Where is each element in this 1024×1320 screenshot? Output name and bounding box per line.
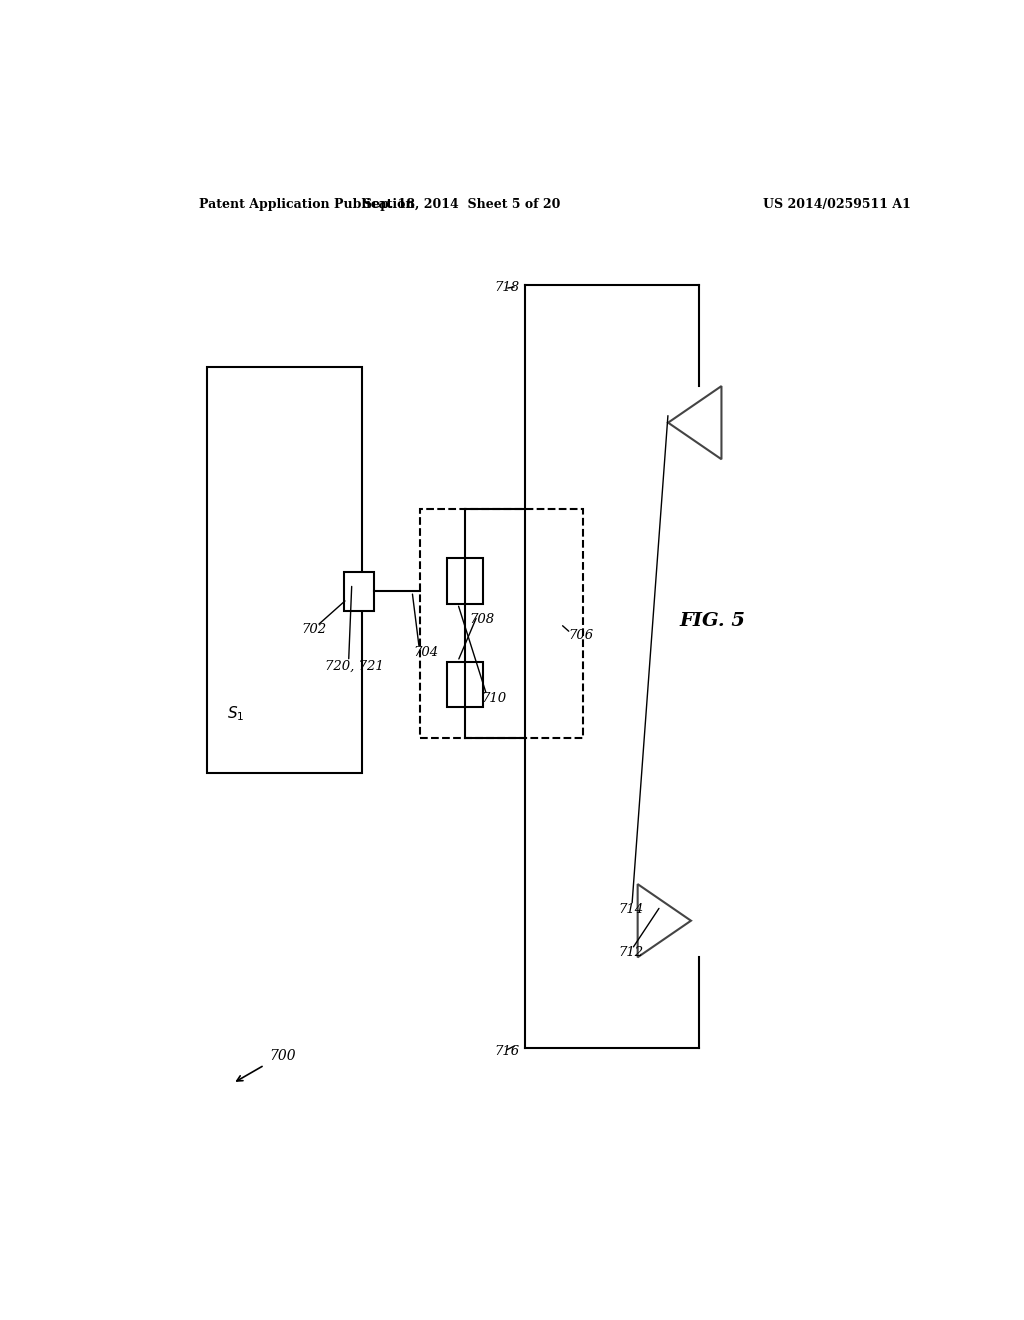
Text: US 2014/0259511 A1: US 2014/0259511 A1 [763, 198, 910, 211]
Text: $S_1$: $S_1$ [227, 704, 245, 722]
Text: 700: 700 [269, 1049, 296, 1063]
Text: 708: 708 [469, 612, 495, 626]
Text: 706: 706 [568, 630, 594, 642]
Text: FIG. 5: FIG. 5 [680, 612, 745, 630]
Text: 714: 714 [618, 903, 643, 916]
Text: 720, 721: 720, 721 [325, 660, 384, 673]
Bar [447, 558, 482, 603]
Text: 718: 718 [495, 281, 520, 293]
Text: 712: 712 [618, 946, 643, 960]
Text: 710: 710 [481, 692, 506, 705]
Text: 716: 716 [495, 1045, 520, 1057]
Text: Sep. 18, 2014  Sheet 5 of 20: Sep. 18, 2014 Sheet 5 of 20 [362, 198, 560, 211]
Text: 702: 702 [301, 623, 326, 636]
Bar [447, 661, 482, 708]
Text: 704: 704 [414, 647, 439, 660]
Bar [207, 367, 362, 774]
Bar [344, 572, 374, 611]
Text: Patent Application Publication: Patent Application Publication [200, 198, 415, 211]
Bar [420, 510, 583, 738]
